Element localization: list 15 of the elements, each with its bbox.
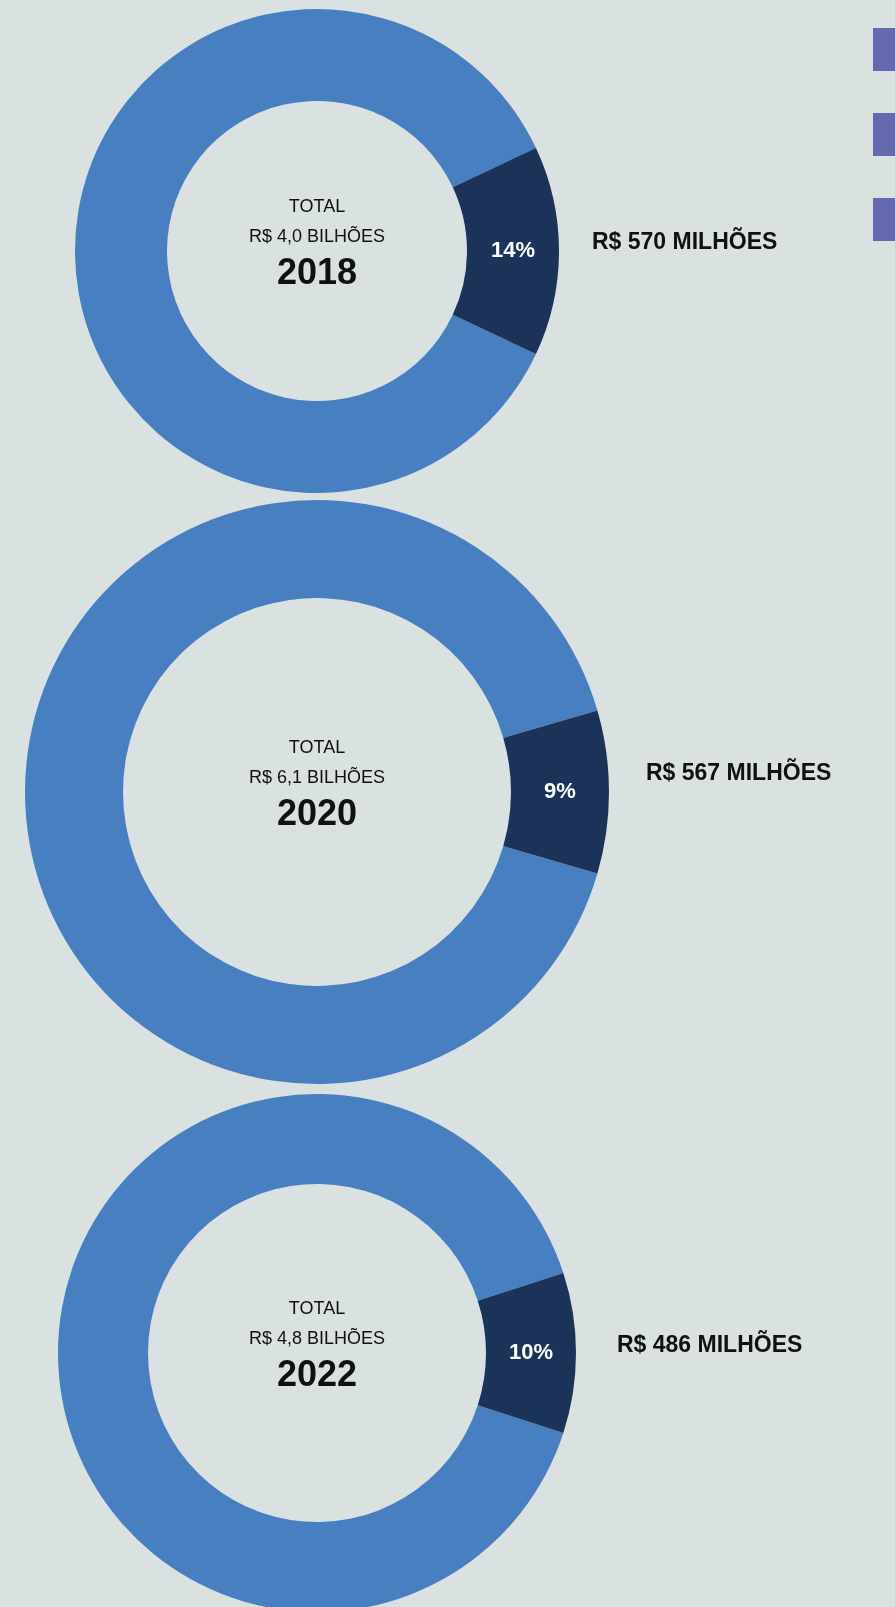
text: 2020 xyxy=(275,792,359,834)
text: R$ 570 MILHÕES xyxy=(592,228,778,255)
text: R$ 4,8 BILHÕES xyxy=(247,1327,387,1350)
data-label: 9% xyxy=(544,778,576,804)
text: R$ 6,1 BILHÕES xyxy=(247,766,387,789)
text: TOTAL xyxy=(287,736,347,759)
text: 2018 xyxy=(275,251,359,293)
text: R$ 486 MILHÕES xyxy=(617,1331,803,1358)
text: R$ 567 MILHÕES xyxy=(646,759,832,786)
data-label: 14% xyxy=(490,237,536,263)
text: 2022 xyxy=(275,1353,359,1395)
data-label: 10% xyxy=(508,1339,554,1365)
text: TOTAL xyxy=(287,1297,347,1320)
text: R$ 4,0 BILHÕES xyxy=(247,225,387,248)
text: TOTAL xyxy=(287,195,347,218)
